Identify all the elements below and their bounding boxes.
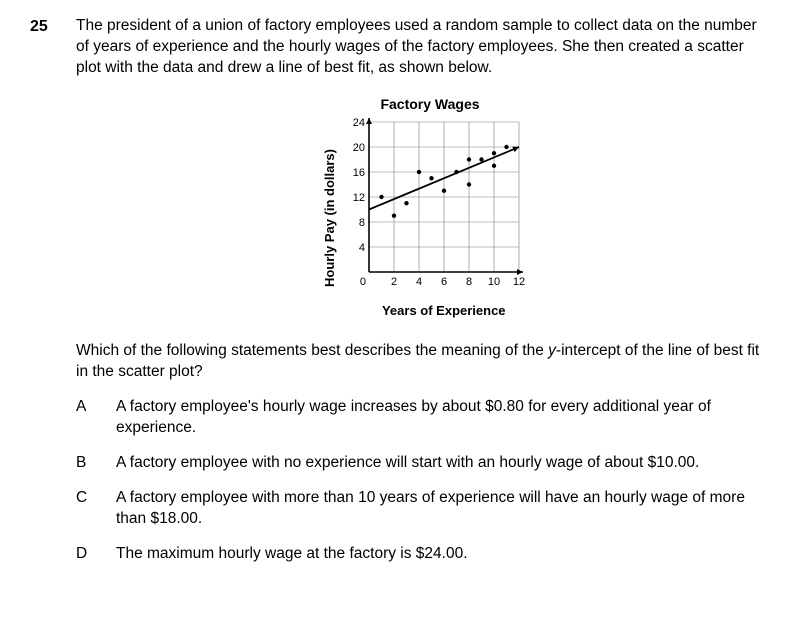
svg-text:10: 10 <box>488 276 500 288</box>
svg-text:4: 4 <box>359 242 365 254</box>
choice-text: A factory employee with more than 10 yea… <box>116 488 770 530</box>
question-block: 25 The president of a union of factory e… <box>30 16 770 565</box>
choice-text: The maximum hourly wage at the factory i… <box>116 544 770 565</box>
choice-c[interactable]: C A factory employee with more than 10 y… <box>76 488 770 530</box>
sub-question-pre: Which of the following statements best d… <box>76 342 548 359</box>
svg-text:2: 2 <box>391 276 397 288</box>
scatter-chart: 4812162024024681012 <box>341 116 525 294</box>
svg-text:6: 6 <box>441 276 447 288</box>
chart-title: Factory Wages <box>321 95 525 114</box>
choice-text: A factory employee with no experience wi… <box>116 453 770 474</box>
answer-choices: A A factory employee's hourly wage incre… <box>76 397 770 565</box>
sub-question-italic: y <box>548 342 556 359</box>
choice-letter: C <box>76 488 96 530</box>
svg-text:0: 0 <box>360 276 366 288</box>
svg-text:16: 16 <box>353 167 365 179</box>
choice-text: A factory employee's hourly wage increas… <box>116 397 770 439</box>
chart-xlabel: Years of Experience <box>341 302 525 320</box>
svg-text:8: 8 <box>359 217 365 229</box>
choice-letter: A <box>76 397 96 439</box>
svg-text:20: 20 <box>353 142 365 154</box>
chart-ylabel: Hourly Pay (in dollars) <box>321 149 339 287</box>
svg-text:12: 12 <box>513 276 525 288</box>
sub-question: Which of the following statements best d… <box>76 341 770 383</box>
question-stem: The president of a union of factory empl… <box>76 16 770 79</box>
svg-text:8: 8 <box>466 276 472 288</box>
choice-b[interactable]: B A factory employee with no experience … <box>76 453 770 474</box>
choice-d[interactable]: D The maximum hourly wage at the factory… <box>76 544 770 565</box>
svg-text:12: 12 <box>353 192 365 204</box>
svg-text:4: 4 <box>416 276 422 288</box>
choice-letter: B <box>76 453 96 474</box>
svg-text:24: 24 <box>353 117 365 129</box>
question-number: 25 <box>30 16 58 565</box>
question-body: The president of a union of factory empl… <box>76 16 770 565</box>
chart-container: Factory Wages Hourly Pay (in dollars) 4 8… <box>76 95 770 320</box>
choice-letter: D <box>76 544 96 565</box>
choice-a[interactable]: A A factory employee's hourly wage incre… <box>76 397 770 439</box>
